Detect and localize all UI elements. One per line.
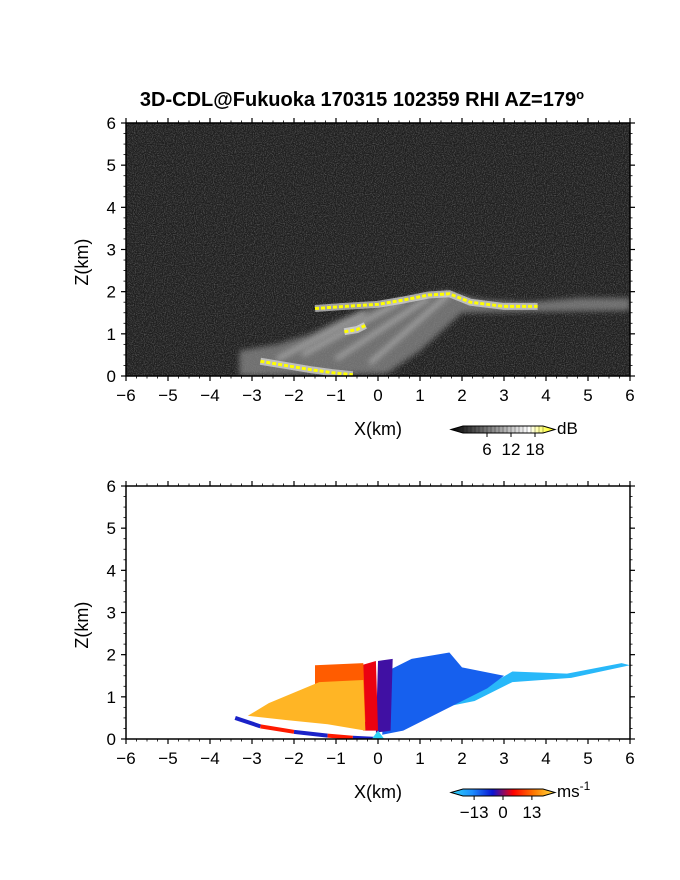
- colorbar-tick-label: −13: [460, 803, 489, 822]
- x-tick-label: −3: [242, 749, 261, 768]
- x-tick-label: 1: [415, 386, 424, 405]
- velocity-region: [375, 658, 393, 733]
- figure-title-degree: o: [576, 87, 584, 102]
- y-axis-label: Z(km): [72, 602, 92, 649]
- x-tick-label: −2: [284, 386, 303, 405]
- y-tick-label: 2: [107, 646, 116, 665]
- x-tick-label: 6: [625, 749, 634, 768]
- y-tick-label: 4: [107, 198, 116, 217]
- colorbar-tick-label: 12: [502, 440, 521, 459]
- x-tick-label: 5: [583, 749, 592, 768]
- x-tick-label: −6: [116, 386, 135, 405]
- velocity-region: [247, 679, 366, 731]
- x-axis-label: X(km): [354, 419, 402, 439]
- x-tick-label: −4: [200, 749, 219, 768]
- echo-region: [239, 291, 630, 376]
- plot-area: [234, 652, 630, 739]
- x-tick-label: −4: [200, 386, 219, 405]
- echo-streak: [368, 292, 451, 365]
- colorbar-unit-base: dB: [557, 419, 578, 438]
- x-tick-label: −6: [116, 749, 135, 768]
- velocity-region: [453, 663, 630, 706]
- x-tick-label: 1: [415, 749, 424, 768]
- surface-band-segment: [293, 729, 328, 738]
- colorbar-unit: dB: [557, 419, 578, 438]
- y-tick-label: 6: [107, 114, 116, 133]
- velocity-panel: −6 −5 −4 −3 −2 −1 0 1 2 3 4 5 6 0 1 2 3 4 5 6 X(km) Z(km) −13 0…: [72, 477, 635, 822]
- colorbar-tick-label: 6: [482, 440, 491, 459]
- surface-band-segment: [260, 724, 295, 734]
- y-tick-label: 1: [107, 325, 116, 344]
- strong-echo-layer: [344, 324, 367, 334]
- near-radar-echo: [371, 730, 385, 739]
- velocity-region: [382, 652, 504, 735]
- colorbar-tick-label: 18: [526, 440, 545, 459]
- x-tick-label: 0: [373, 386, 382, 405]
- surface-band-segment: [234, 716, 262, 729]
- x-tick-label: 2: [457, 386, 466, 405]
- x-tick-label: 0: [373, 749, 382, 768]
- y-tick-label: 5: [107, 156, 116, 175]
- echo-streak: [276, 310, 367, 361]
- y-tick-label: 4: [107, 561, 116, 580]
- x-tick-label: −1: [326, 749, 345, 768]
- x-tick-label: −5: [158, 386, 177, 405]
- x-tick-label: −3: [242, 386, 261, 405]
- x-tick-label: 5: [583, 386, 592, 405]
- y-tick-label: 2: [107, 283, 116, 302]
- x-tick-label: −5: [158, 749, 177, 768]
- plot-area: [126, 123, 630, 376]
- x-tick-label: −1: [326, 386, 345, 405]
- x-tick-label: 3: [499, 386, 508, 405]
- y-tick-label: 3: [107, 604, 116, 623]
- surface-band-segment: [327, 733, 353, 739]
- echo-streak: [334, 296, 430, 361]
- y-tick-label: 6: [107, 477, 116, 496]
- y-tick-label: 1: [107, 688, 116, 707]
- colorbar: [449, 788, 557, 797]
- svg-text:3D-CDL@Fukuoka 170315 102359 R: 3D-CDL@Fukuoka 170315 102359 RHI AZ=179o: [140, 87, 584, 112]
- figure-title: 3D-CDL@Fukuoka 170315 102359 RHI AZ=179: [140, 89, 576, 111]
- x-tick-label: 3: [499, 749, 508, 768]
- strong-echo-layer: [314, 292, 538, 311]
- x-tick-label: −2: [284, 749, 303, 768]
- y-tick-label: 0: [107, 730, 116, 749]
- strong-echo-layer: [260, 359, 353, 376]
- x-tick-label: 4: [541, 386, 550, 405]
- x-tick-label: 4: [541, 749, 550, 768]
- x-axis-label: X(km): [354, 782, 402, 802]
- y-axis-label: Z(km): [72, 239, 92, 286]
- y-tick-label: 5: [107, 519, 116, 538]
- colorbar-tick-label: 13: [522, 803, 541, 822]
- x-tick-label: 2: [457, 749, 466, 768]
- colorbar-unit-base: ms: [557, 782, 580, 801]
- colorbar-unit-exponent: -1: [580, 779, 591, 793]
- x-tick-label: 6: [625, 386, 634, 405]
- colorbar-tick-label: 0: [498, 803, 507, 822]
- y-tick-label: 3: [107, 241, 116, 260]
- velocity-region: [361, 660, 378, 731]
- colorbar-unit: ms-1: [557, 779, 591, 801]
- y-tick-label: 0: [107, 367, 116, 386]
